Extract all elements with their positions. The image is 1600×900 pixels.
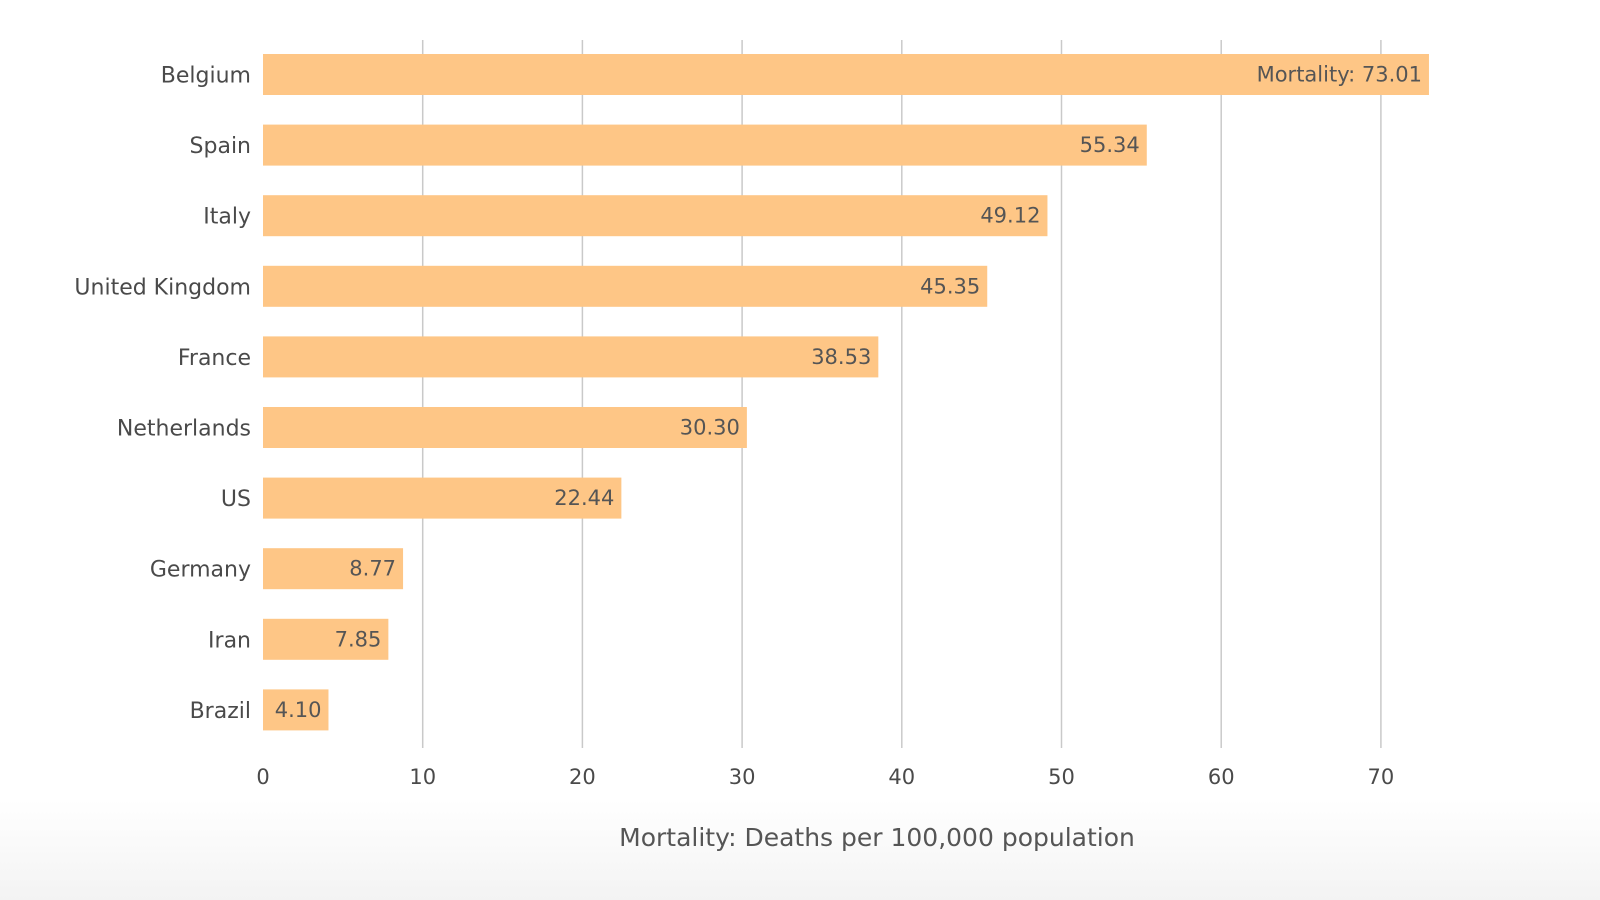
category-label: Italy (203, 205, 251, 230)
bar-spain (263, 124, 1147, 166)
value-label: 4.10 (275, 698, 322, 722)
value-label: 30.30 (680, 416, 740, 440)
bar-france (263, 336, 879, 378)
x-tick-label: 30 (729, 765, 756, 789)
category-label: France (178, 346, 251, 371)
bars (263, 54, 1429, 731)
labels: 0 10 20 30 40 50 60 70 Belgium Mortality: 73.01 Sp… (74, 63, 1422, 790)
x-tick-label: 0 (256, 765, 269, 789)
x-tick-label: 20 (569, 765, 596, 789)
bar-netherlands (263, 407, 747, 448)
value-label: 49.12 (980, 204, 1040, 228)
value-label: Mortality: 73.01 (1257, 63, 1422, 87)
category-label: Belgium (161, 64, 251, 89)
category-label: Iran (208, 628, 251, 653)
category-label: US (221, 487, 251, 512)
value-label: 8.77 (349, 557, 396, 581)
bar-brazil (263, 689, 329, 731)
x-tick-label: 60 (1208, 765, 1235, 789)
category-label: Spain (190, 134, 251, 159)
bar-us (263, 477, 622, 519)
bar-iran (263, 618, 389, 660)
x-tick-label: 70 (1368, 765, 1395, 789)
bar-belgium (263, 54, 1429, 95)
category-label: Netherlands (117, 417, 251, 442)
category-label: United Kingdom (74, 275, 251, 300)
value-label: 7.85 (335, 627, 382, 651)
bar-italy (263, 195, 1048, 237)
x-tick-label: 40 (888, 765, 915, 789)
value-label: 45.35 (920, 274, 980, 298)
bar-united-kingdom (263, 265, 988, 307)
x-tick-label: 50 (1048, 765, 1075, 789)
x-tick-label: 10 (409, 765, 436, 789)
category-label: Brazil (190, 699, 251, 724)
value-label: 38.53 (811, 345, 871, 369)
value-label: 22.44 (554, 486, 614, 510)
x-axis-title: Mortality: Deaths per 100,000 population (619, 823, 1135, 852)
value-label: 55.34 (1080, 133, 1140, 157)
category-label: Germany (150, 558, 251, 583)
bar-germany (263, 548, 404, 590)
